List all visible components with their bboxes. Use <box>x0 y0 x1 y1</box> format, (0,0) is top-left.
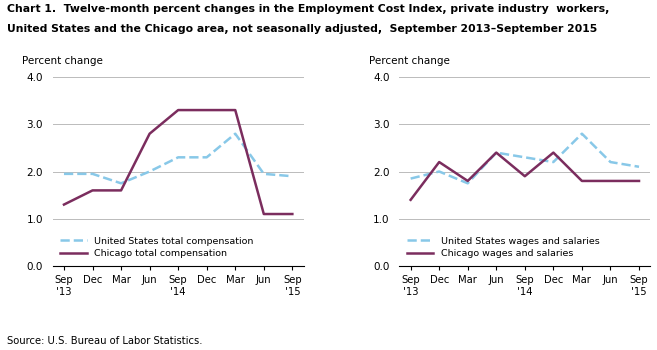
Text: Percent change: Percent change <box>369 56 450 66</box>
Text: Source: U.S. Bureau of Labor Statistics.: Source: U.S. Bureau of Labor Statistics. <box>7 336 202 346</box>
Text: United States and the Chicago area, not seasonally adjusted,  September 2013–Sep: United States and the Chicago area, not … <box>7 25 597 35</box>
Legend: United States total compensation, Chicago total compensation: United States total compensation, Chicag… <box>57 234 256 261</box>
Text: Chart 1.  Twelve-month percent changes in the Employment Cost Index, private ind: Chart 1. Twelve-month percent changes in… <box>7 4 609 14</box>
Legend: United States wages and salaries, Chicago wages and salaries: United States wages and salaries, Chicag… <box>404 234 602 261</box>
Text: Percent change: Percent change <box>22 56 103 66</box>
